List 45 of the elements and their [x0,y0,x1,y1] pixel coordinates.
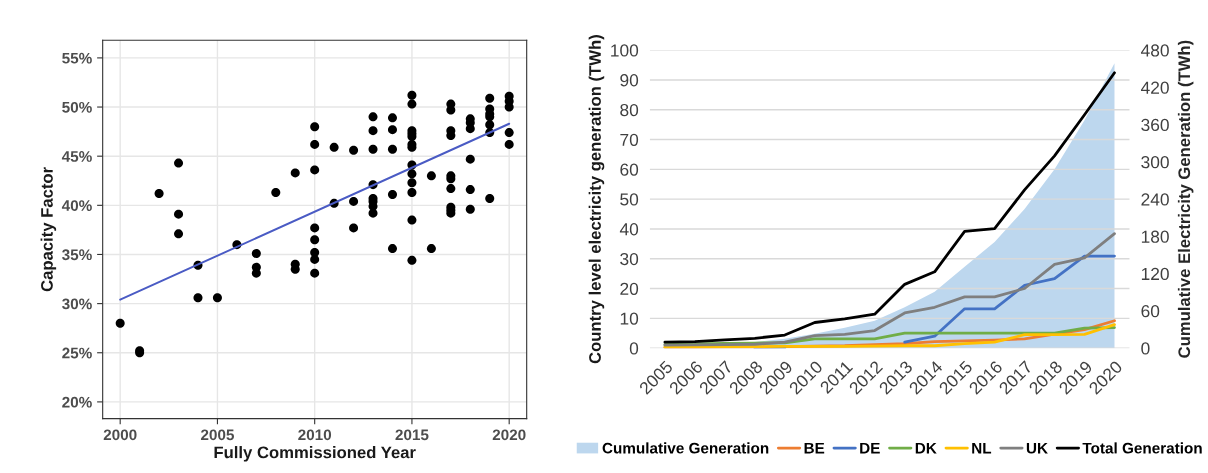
y2-tick-label: 60 [1141,305,1160,318]
y-axis-title: Capacity Factor [40,167,57,292]
y-tick-label: 45% [61,151,92,162]
x-tick-label: 2000 [103,429,137,441]
y2-tick-label: 420 [1140,81,1169,94]
y-tick-label: 50 [620,193,639,206]
x-tick-label: 2020 [492,429,526,441]
x-tick-label: 2010 [298,429,332,441]
y-tick-label: 25% [62,347,92,359]
y2-tick-label: 300 [1141,156,1169,169]
y-tick-label: 90 [620,74,639,87]
legend-label: Cumulative Generation [602,442,769,454]
y2-tick-label: 120 [1141,267,1169,281]
y-axis-title: Country level electricity generation (TWh) [588,35,605,364]
legend-label: DE [860,442,880,454]
y-tick-label: 0 [629,342,639,355]
x-axis-title: Fully Commissioned Year [214,446,416,462]
y-tick-label: 20% [62,396,92,408]
y2-axis-title: Cumulative Electricity Generation (TWh) [1177,40,1194,358]
y-tick-label: 60 [620,163,639,176]
y2-tick-label: 480 [1140,44,1169,57]
x-tick-label: 2005 [200,429,234,441]
y-tick-label: 55% [62,52,92,64]
y2-tick-label: 360 [1141,118,1169,132]
legend-label: BE [804,442,825,454]
y-tick-label: 35% [62,249,92,261]
y2-tick-label: 240 [1141,193,1169,206]
y2-tick-label: 0 [1141,342,1150,355]
legend-label: Total Generation [1082,442,1202,454]
legend-label: NL [972,442,992,454]
y-tick-label: 50% [62,101,92,113]
y-tick-label: 70 [620,133,639,146]
legend-label: DK [915,442,937,454]
x-tick-label: 2015 [395,429,429,441]
y-tick-label: 30 [620,252,639,266]
y2-tick-label: 180 [1141,230,1169,243]
y-tick-label: 40 [619,223,639,236]
y-tick-label: 100 [611,44,639,57]
y-tick-label: 10 [620,312,639,325]
y-tick-label: 30% [62,298,92,310]
legend-label: UK [1026,442,1048,454]
y-tick-label: 80 [620,103,639,117]
line-series [663,232,1116,347]
y-tick-label: 40% [61,200,92,212]
y-tick-label: 20 [620,282,639,295]
